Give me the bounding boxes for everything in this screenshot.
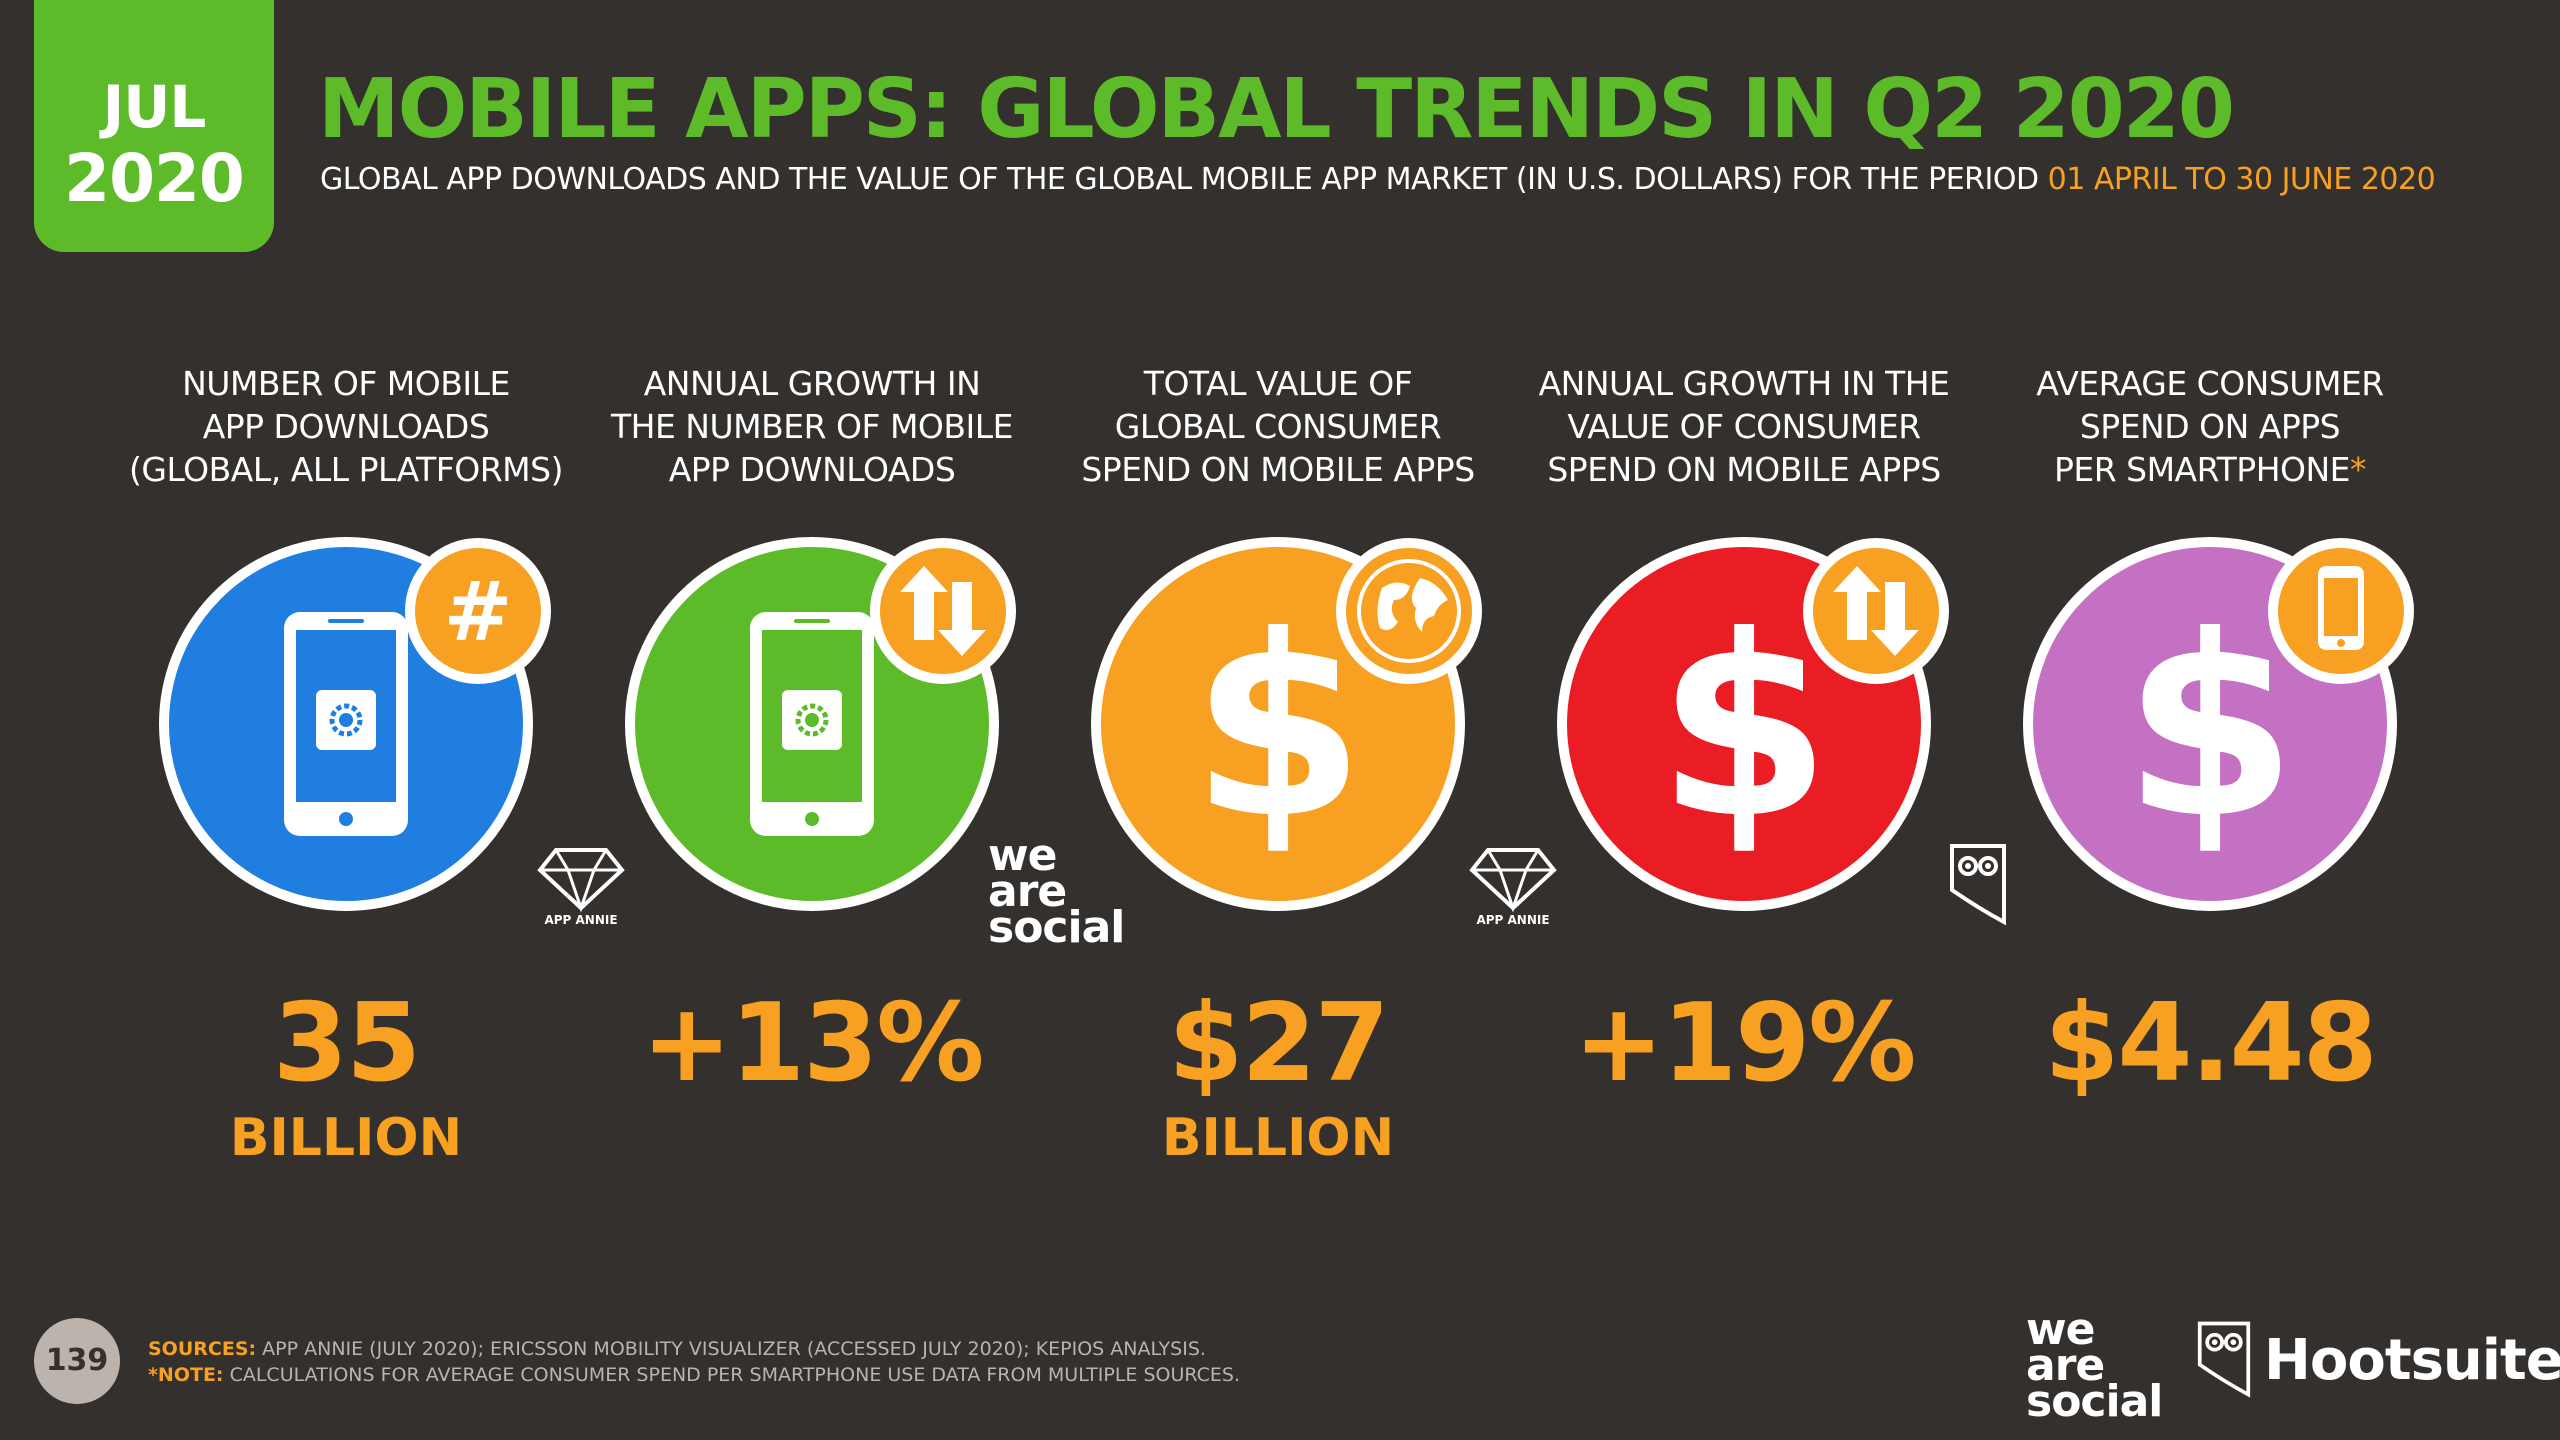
stat-label-line: SPEND ON MOBILE APPS xyxy=(1081,450,1475,489)
stat-label-line: GLOBAL CONSUMER xyxy=(1114,407,1442,446)
smartphone-icon xyxy=(2268,538,2414,684)
app-annie-logo: APP ANNIE xyxy=(1469,848,1557,927)
hootsuite-wordmark: Hootsuite xyxy=(2264,1328,2560,1393)
stat-unit-downloads: BILLION xyxy=(229,1108,463,1168)
footnote-note: *NOTE: CALCULATIONS FOR AVERAGE CONSUMER… xyxy=(148,1364,1240,1386)
stat-value-spend-per-smartphone: $4.48 xyxy=(2044,981,2378,1106)
stat-label-spend-growth: ANNUAL GROWTH IN THE VALUE OF CONSUMER S… xyxy=(1524,362,1964,491)
dollar-icon: $ xyxy=(1657,582,1831,873)
was-line: social xyxy=(2026,1376,2163,1428)
hootsuite-logo: Hootsuite® xyxy=(2264,1328,2560,1393)
stat-label-line: THE NUMBER OF MOBILE xyxy=(610,407,1014,446)
stat-value-downloads: 35 xyxy=(272,981,421,1106)
stat-label-line: NUMBER OF MOBILE xyxy=(182,364,510,403)
app-annie-wordmark: APP ANNIE xyxy=(1476,913,1549,927)
stat-value-download-growth: +13% xyxy=(641,981,985,1106)
was-line: are xyxy=(2026,1340,2105,1392)
stat-label-line: TOTAL VALUE OF xyxy=(1143,364,1413,403)
sources-label: SOURCES: xyxy=(148,1338,257,1360)
hashtag-icon: # xyxy=(405,538,551,684)
hootsuite-owl-icon xyxy=(2197,1321,2251,1398)
stat-label-line: ANNUAL GROWTH IN THE xyxy=(1538,364,1950,403)
was-line: are xyxy=(988,866,1067,918)
stat-label-line: SPEND ON APPS xyxy=(2079,407,2341,446)
globe-icon xyxy=(1336,538,1482,684)
stat-label-download-growth: ANNUAL GROWTH IN THE NUMBER OF MOBILE AP… xyxy=(592,362,1032,491)
stat-label-consumer-spend: TOTAL VALUE OF GLOBAL CONSUMER SPEND ON … xyxy=(1058,362,1498,491)
footer-we-are-social-logo: we are social xyxy=(2026,1304,2163,1428)
dollar-icon: $ xyxy=(2123,582,2297,873)
app-annie-logo: APP ANNIE xyxy=(537,848,625,927)
hootsuite-owl-icon xyxy=(1950,844,2006,926)
svg-text:#: # xyxy=(444,565,513,660)
stat-label-line: AVERAGE CONSUMER xyxy=(2036,364,2384,403)
footnote-sources: SOURCES: APP ANNIE (JULY 2020); ERICSSON… xyxy=(148,1338,1206,1360)
smartphone-app-icon xyxy=(284,612,408,836)
stat-value-consumer-spend: $27 xyxy=(1168,981,1389,1106)
sources-text: APP ANNIE (JULY 2020); ERICSSON MOBILITY… xyxy=(262,1338,1206,1360)
was-line: we xyxy=(988,830,1058,881)
stat-label-line: PER SMARTPHONE* xyxy=(1990,448,2430,491)
was-line: we xyxy=(2026,1304,2096,1355)
stat-label-downloads: NUMBER OF MOBILE APP DOWNLOADS (GLOBAL, … xyxy=(126,362,566,491)
stat-label-spend-per-smartphone: AVERAGE CONSUMER SPEND ON APPS PER SMART… xyxy=(1990,362,2430,491)
date-year: 2020 xyxy=(64,140,245,217)
smartphone-app-icon xyxy=(750,612,874,836)
date-month: JUL xyxy=(102,73,207,141)
download-growth-circle xyxy=(625,537,999,911)
page-subtitle: GLOBAL APP DOWNLOADS AND THE VALUE OF TH… xyxy=(320,162,2436,197)
stat-label-line: ANNUAL GROWTH IN xyxy=(643,364,981,403)
subtitle-text: GLOBAL APP DOWNLOADS AND THE VALUE OF TH… xyxy=(320,162,2039,197)
stat-label-line: (GLOBAL, ALL PLATFORMS) xyxy=(129,450,563,489)
stat-label-line: APP DOWNLOADS xyxy=(668,450,956,489)
note-label: *NOTE: xyxy=(148,1364,224,1386)
asterisk: * xyxy=(2350,450,2367,489)
stat-label-line: APP DOWNLOADS xyxy=(202,407,490,446)
date-badge: JUL 2020 xyxy=(34,0,274,252)
page-number: 139 xyxy=(34,1318,120,1404)
stat-unit-consumer-spend: BILLION xyxy=(1161,1108,1395,1168)
up-down-arrows-icon xyxy=(1803,538,1949,684)
stat-label-line: SPEND ON MOBILE APPS xyxy=(1547,450,1941,489)
note-text: CALCULATIONS FOR AVERAGE CONSUMER SPEND … xyxy=(229,1364,1241,1386)
was-line: social xyxy=(988,902,1125,954)
stat-label-text: PER SMARTPHONE xyxy=(2053,450,2351,489)
up-down-arrows-icon xyxy=(870,538,1016,684)
dollar-icon: $ xyxy=(1191,582,1365,873)
subtitle-period: 01 APRIL TO 30 JUNE 2020 xyxy=(2047,162,2436,197)
stat-label-line: VALUE OF CONSUMER xyxy=(1567,407,1921,446)
page-title: MOBILE APPS: GLOBAL TRENDS IN Q2 2020 xyxy=(318,62,2235,157)
app-annie-wordmark: APP ANNIE xyxy=(544,913,617,927)
we-are-social-logo: we are social xyxy=(988,830,1125,954)
stat-value-spend-growth: +19% xyxy=(1573,981,1917,1106)
